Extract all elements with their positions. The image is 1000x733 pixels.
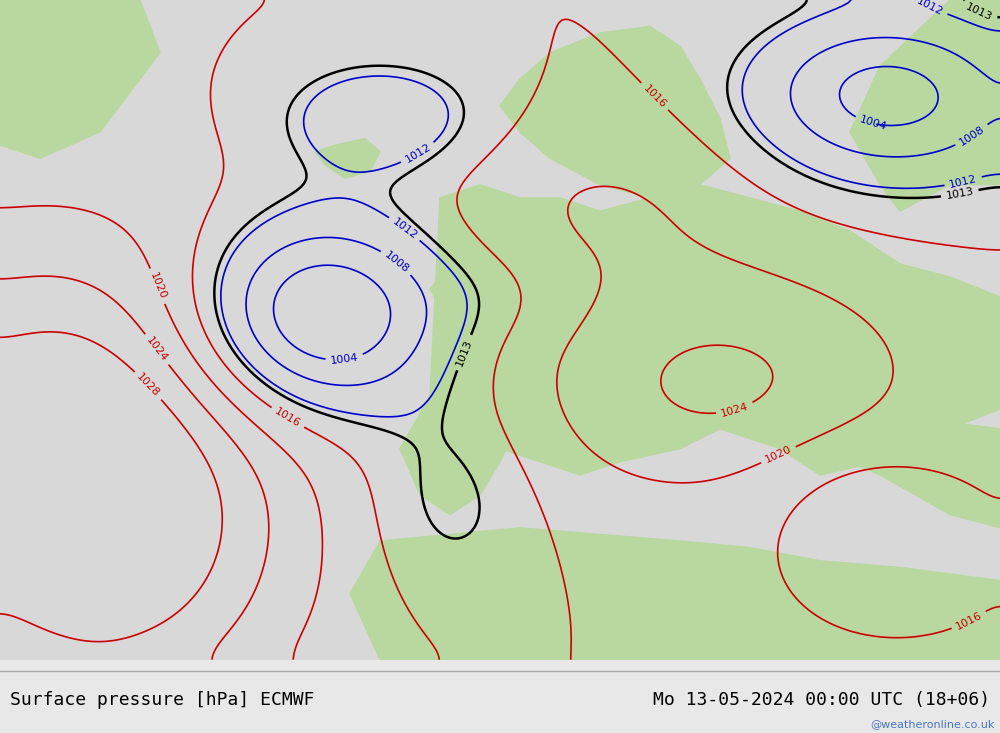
Text: 1008: 1008	[957, 124, 987, 147]
Text: 1012: 1012	[948, 174, 978, 190]
Text: 1016: 1016	[273, 406, 302, 430]
Text: 1012: 1012	[915, 0, 945, 18]
Text: 1028: 1028	[135, 372, 162, 399]
Text: 1013: 1013	[945, 186, 975, 201]
Text: 1012: 1012	[390, 216, 419, 241]
Text: 1013: 1013	[454, 338, 474, 367]
Polygon shape	[448, 251, 490, 317]
Polygon shape	[0, 0, 160, 158]
Polygon shape	[850, 0, 1000, 211]
Text: 1020: 1020	[148, 271, 167, 301]
Polygon shape	[800, 396, 1000, 528]
Text: 1013: 1013	[964, 1, 994, 23]
Polygon shape	[500, 26, 730, 198]
Text: @weatheronline.co.uk: @weatheronline.co.uk	[871, 719, 995, 729]
Text: 1004: 1004	[858, 114, 888, 133]
Text: Surface pressure [hPa] ECMWF: Surface pressure [hPa] ECMWF	[10, 691, 314, 709]
Polygon shape	[430, 185, 1000, 475]
Text: 1012: 1012	[403, 142, 433, 165]
Polygon shape	[315, 139, 380, 178]
Text: Mo 13-05-2024 00:00 UTC (18+06): Mo 13-05-2024 00:00 UTC (18+06)	[653, 691, 990, 709]
Text: 1024: 1024	[720, 401, 750, 419]
Text: 1008: 1008	[382, 249, 411, 275]
Text: 1020: 1020	[764, 444, 793, 465]
Polygon shape	[400, 383, 520, 515]
Text: 1016: 1016	[954, 610, 984, 631]
Text: 1016: 1016	[641, 83, 668, 110]
Text: 1024: 1024	[144, 335, 169, 364]
Text: 1004: 1004	[330, 353, 359, 366]
Polygon shape	[430, 277, 458, 300]
Polygon shape	[350, 528, 1000, 660]
